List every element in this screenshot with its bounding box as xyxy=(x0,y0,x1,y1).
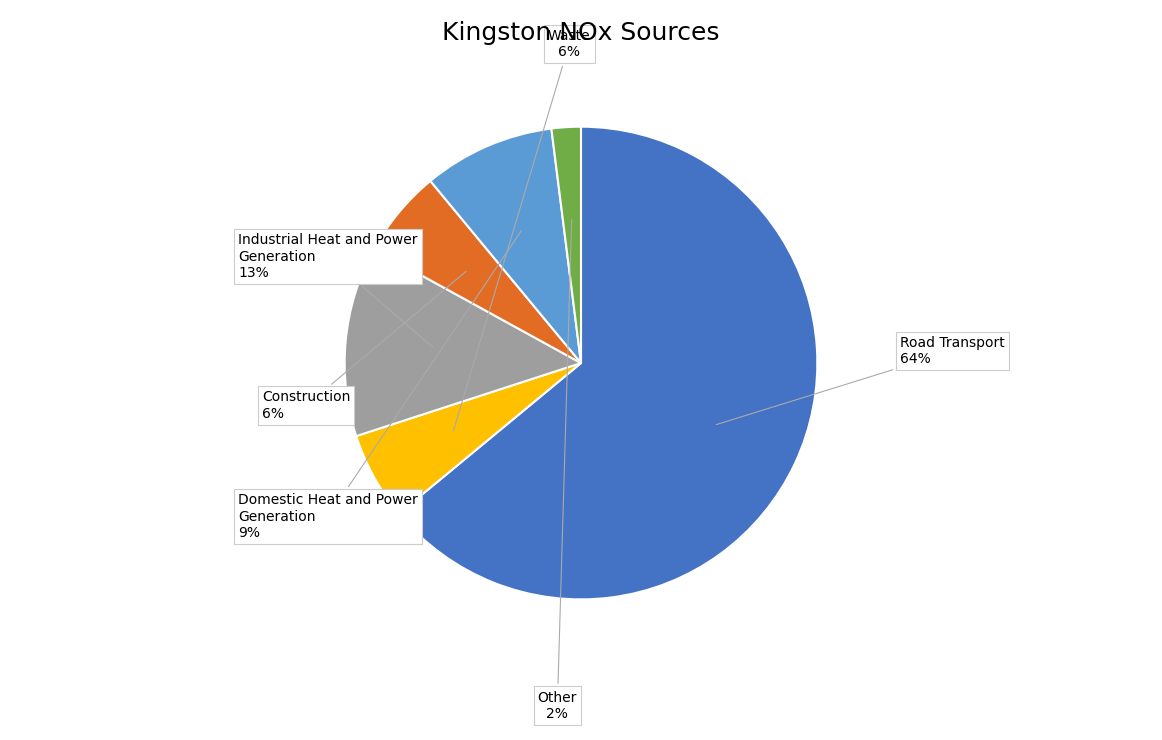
Wedge shape xyxy=(374,181,581,363)
Wedge shape xyxy=(399,127,817,599)
Text: Construction
6%: Construction 6% xyxy=(261,272,466,420)
Title: Kingston NOx Sources: Kingston NOx Sources xyxy=(443,21,719,45)
Text: Road Transport
64%: Road Transport 64% xyxy=(716,336,1005,425)
Text: Industrial Heat and Power
Generation
13%: Industrial Heat and Power Generation 13% xyxy=(238,234,433,348)
Text: Waste
6%: Waste 6% xyxy=(453,29,590,431)
Wedge shape xyxy=(357,363,581,514)
Wedge shape xyxy=(345,249,581,436)
Wedge shape xyxy=(552,127,581,363)
Wedge shape xyxy=(430,129,581,363)
Text: Domestic Heat and Power
Generation
9%: Domestic Heat and Power Generation 9% xyxy=(238,231,522,540)
Text: Other
2%: Other 2% xyxy=(538,220,578,721)
